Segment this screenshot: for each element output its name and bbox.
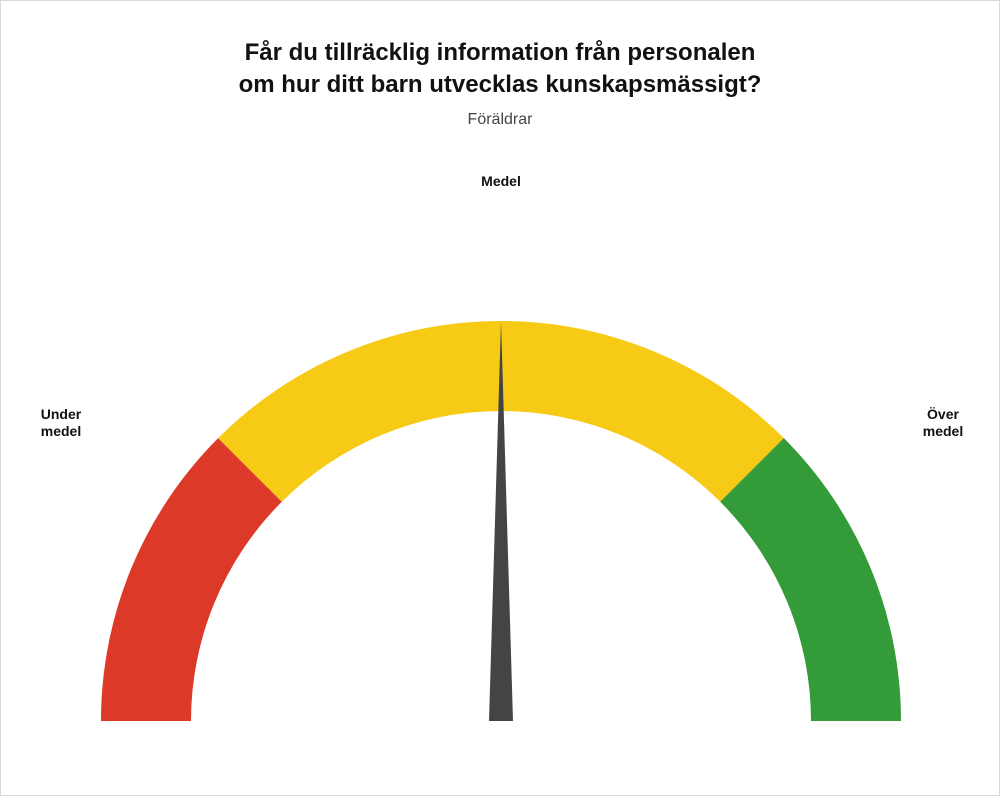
gauge-segment — [720, 438, 901, 721]
title-line-1: Får du tillräcklig information från pers… — [245, 39, 756, 66]
chart-subtitle: Föräldrar — [1, 111, 999, 129]
gauge-chart: Medel Under medel Över medel — [1, 141, 1000, 761]
title-line-2: om hur ditt barn utvecklas kunskapsmässi… — [239, 71, 762, 98]
gauge-segment — [101, 438, 282, 721]
gauge-label-right: Över medel — [903, 406, 983, 440]
gauge-label-left: Under medel — [21, 406, 101, 440]
gauge-svg — [1, 141, 1000, 761]
gauge-label-middle: Medel — [1, 173, 1000, 190]
chart-frame: Får du tillräcklig information från pers… — [0, 0, 1000, 796]
chart-title: Får du tillräcklig information från pers… — [1, 37, 999, 102]
